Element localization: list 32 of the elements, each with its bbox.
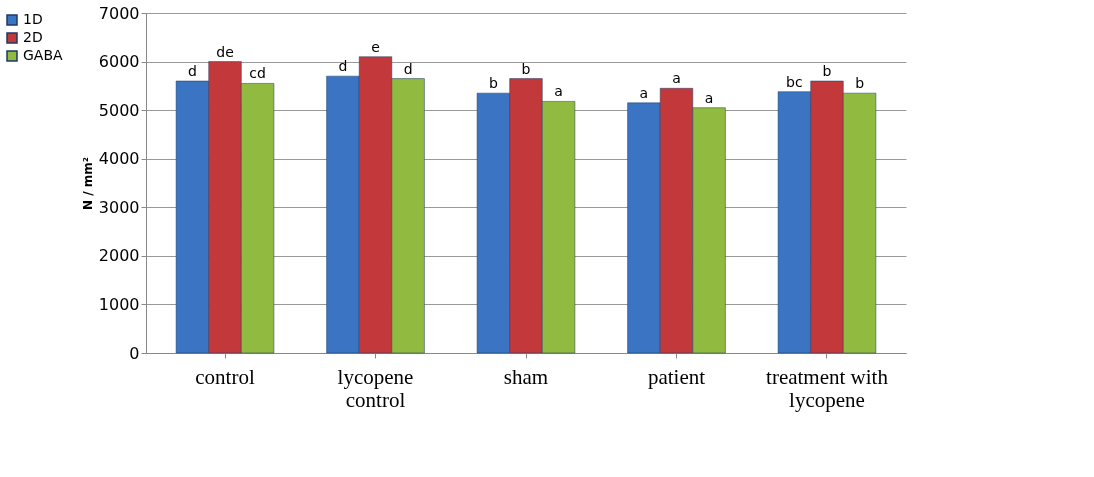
y-tick-label: 4000 xyxy=(98,149,140,169)
data-label: de xyxy=(216,43,234,60)
y-tick-label: 7000 xyxy=(98,3,140,23)
y-tick-label: 3000 xyxy=(98,197,140,217)
x-tick-label: lycopene control xyxy=(337,364,414,412)
data-label: b xyxy=(822,63,832,79)
data-label: bc xyxy=(786,73,803,90)
data-label: e xyxy=(371,38,380,55)
x-tick-label: sham xyxy=(503,364,549,389)
x-tick-label: patient xyxy=(647,364,706,389)
y-tick-label: 0 xyxy=(129,343,140,363)
data-label: a xyxy=(639,84,649,101)
data-label: a xyxy=(672,70,681,87)
data-label: cd xyxy=(249,65,266,82)
y-tick-label: 1000 xyxy=(98,294,140,314)
data-label: a xyxy=(704,89,714,106)
y-tick-label: 6000 xyxy=(98,52,140,72)
data-label: a xyxy=(554,83,563,100)
data-label: b xyxy=(521,60,531,77)
data-label: b xyxy=(488,75,498,92)
data-label: d xyxy=(338,58,348,75)
data-label: d xyxy=(403,60,413,77)
y-tick-label: 5000 xyxy=(98,100,140,120)
y-tick-label: 2000 xyxy=(98,246,140,266)
legend-label: 1D xyxy=(23,11,43,27)
y-axis-title: N / mm² xyxy=(80,156,95,211)
data-label: b xyxy=(855,75,865,92)
data-label: d xyxy=(187,63,197,79)
x-tick-label: control xyxy=(195,364,255,389)
legend-label: 2D xyxy=(23,29,43,45)
x-tick-label: treatment with lycopene xyxy=(766,364,889,412)
legend-label: GABA xyxy=(23,47,64,63)
